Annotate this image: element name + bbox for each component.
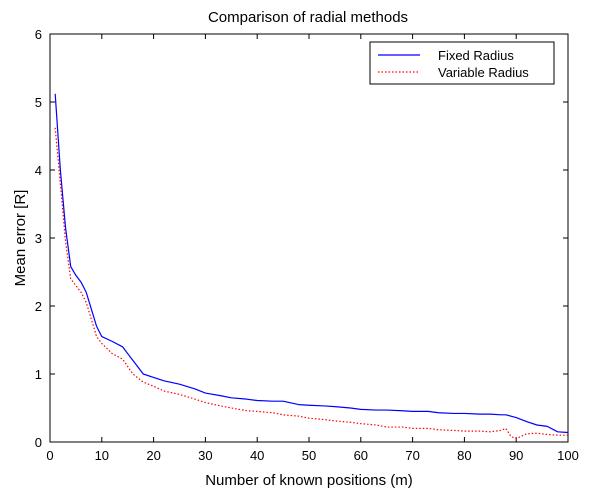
series-line-fixed-radius <box>54 93 569 434</box>
series-line-variable-radius <box>54 127 568 440</box>
legend: Fixed Radius Variable Radius <box>369 41 555 85</box>
legend-label: Fixed Radius <box>438 48 514 63</box>
x-tick-label: 20 <box>146 448 160 463</box>
x-tick-label: 40 <box>250 448 264 463</box>
x-tick-label: 50 <box>302 448 316 463</box>
x-tick-label: 90 <box>509 448 523 463</box>
y-axis-title: Mean error [R] <box>12 190 29 287</box>
legend-label: Variable Radius <box>438 65 529 80</box>
x-tick-label: 100 <box>557 448 579 463</box>
x-tick-label: 60 <box>354 448 368 463</box>
y-tick-label: 6 <box>35 27 42 42</box>
plot-area <box>49 33 569 443</box>
x-axis-title: Number of known positions (m) <box>205 472 413 489</box>
y-tick-label: 3 <box>35 231 42 246</box>
y-tick-label: 0 <box>35 435 42 450</box>
x-tick-label: 80 <box>457 448 471 463</box>
x-tick-label: 70 <box>405 448 419 463</box>
series-layer <box>54 93 569 440</box>
chart-title: Comparison of radial methods <box>208 9 408 26</box>
y-axis: 0 1 2 3 4 5 6 <box>35 27 568 450</box>
y-tick-label: 4 <box>35 163 42 178</box>
legend-box <box>369 41 555 85</box>
y-tick-label: 5 <box>35 95 42 110</box>
x-tick-label: 30 <box>198 448 212 463</box>
x-axis: 0 10 20 30 40 50 60 70 80 90 100 <box>46 34 579 463</box>
x-tick-label: 0 <box>46 448 53 463</box>
y-tick-label: 1 <box>35 367 42 382</box>
plot-frame <box>49 33 569 443</box>
y-tick-label: 2 <box>35 299 42 314</box>
x-tick-label: 10 <box>95 448 109 463</box>
